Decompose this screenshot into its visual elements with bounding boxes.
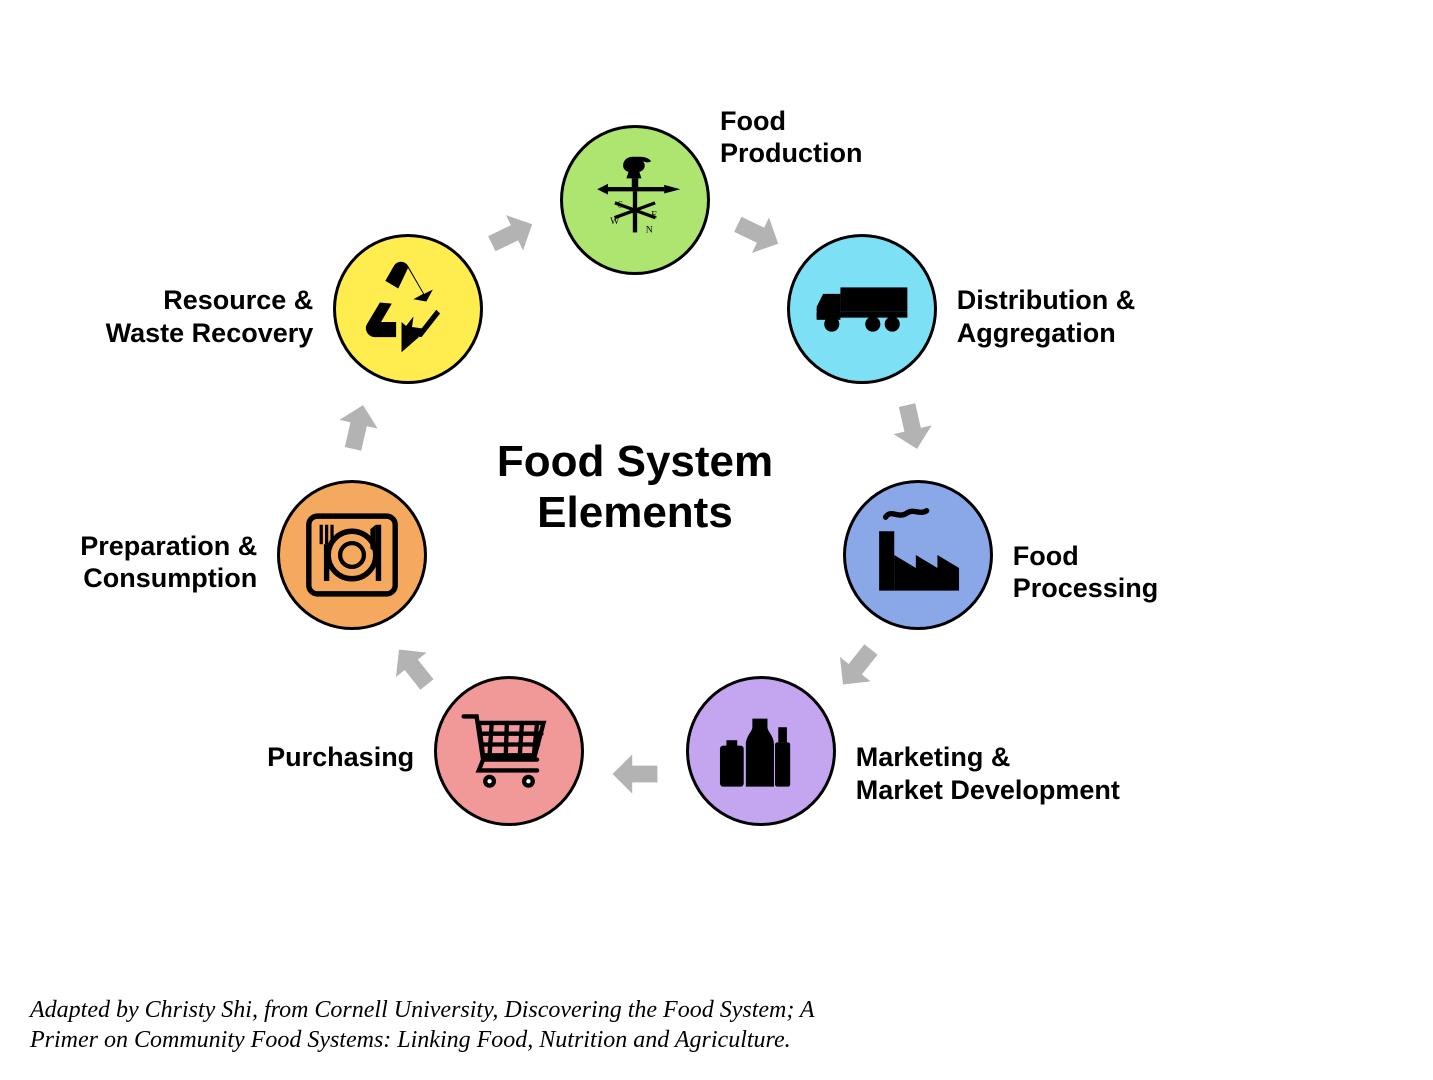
label-food-processing-line1: Food — [1013, 541, 1079, 571]
node-food-processing — [843, 480, 993, 630]
label-resource-waste-recovery-line2: Waste Recovery — [106, 318, 314, 348]
arrow-2 — [829, 639, 885, 695]
recycle-icon — [354, 255, 462, 363]
label-marketing-market-development-line1: Marketing & — [856, 742, 1011, 772]
cart-icon — [455, 697, 563, 805]
svg-text:N: N — [646, 224, 653, 235]
label-food-production-line1: Food — [720, 106, 786, 136]
arrow-4 — [385, 639, 441, 695]
arrow-6 — [484, 206, 540, 262]
svg-text:W: W — [610, 216, 620, 227]
food-system-diagram: Food System Elements S E W N — [0, 0, 1433, 1080]
label-preparation-consumption-line2: Consumption — [83, 563, 257, 593]
label-food-production-line2: Production — [720, 138, 863, 168]
svg-text:E: E — [651, 209, 657, 220]
label-marketing-market-development-line2: Market Development — [856, 775, 1120, 805]
label-purchasing: Purchasing — [94, 741, 414, 773]
center-title: Food System Elements — [435, 437, 835, 538]
label-purchasing-line1: Purchasing — [267, 742, 414, 772]
center-title-line2: Elements — [537, 488, 733, 537]
label-food-processing: FoodProcessing — [1013, 540, 1333, 605]
attribution-text: Adapted by Christy Shi, from Cornell Uni… — [30, 995, 815, 1055]
node-food-production: S E W N — [560, 125, 710, 275]
bottles-icon — [707, 697, 815, 805]
label-distribution-aggregation-line1: Distribution & — [957, 285, 1135, 315]
node-preparation-consumption — [277, 480, 427, 630]
label-preparation-consumption-line1: Preparation & — [80, 531, 257, 561]
label-resource-waste-recovery: Resource &Waste Recovery — [0, 284, 313, 349]
label-food-production: FoodProduction — [720, 105, 1040, 170]
label-food-processing-line2: Processing — [1013, 573, 1159, 603]
label-distribution-aggregation-line2: Aggregation — [957, 318, 1116, 348]
attribution-line1: Adapted by Christy Shi, from Cornell Uni… — [30, 997, 815, 1023]
arrow-1 — [884, 399, 940, 455]
label-distribution-aggregation: Distribution &Aggregation — [957, 284, 1277, 349]
arrow-0 — [730, 206, 786, 262]
svg-text:S: S — [618, 200, 623, 211]
node-distribution-aggregation — [787, 234, 937, 384]
factory-icon — [864, 501, 972, 609]
truck-icon — [808, 255, 916, 363]
arrow-5 — [330, 399, 386, 455]
attribution-line2: Primer on Community Food Systems: Linkin… — [30, 1027, 791, 1053]
node-marketing-market-development — [686, 676, 836, 826]
label-preparation-consumption: Preparation &Consumption — [0, 530, 257, 595]
arrow-3 — [607, 746, 663, 802]
label-resource-waste-recovery-line1: Resource & — [163, 285, 313, 315]
plate-icon — [298, 501, 406, 609]
node-purchasing — [434, 676, 584, 826]
label-marketing-market-development: Marketing &Market Development — [856, 741, 1176, 806]
weather-vane-icon: S E W N — [581, 146, 689, 254]
center-title-line1: Food System — [497, 437, 773, 486]
node-resource-waste-recovery — [333, 234, 483, 384]
